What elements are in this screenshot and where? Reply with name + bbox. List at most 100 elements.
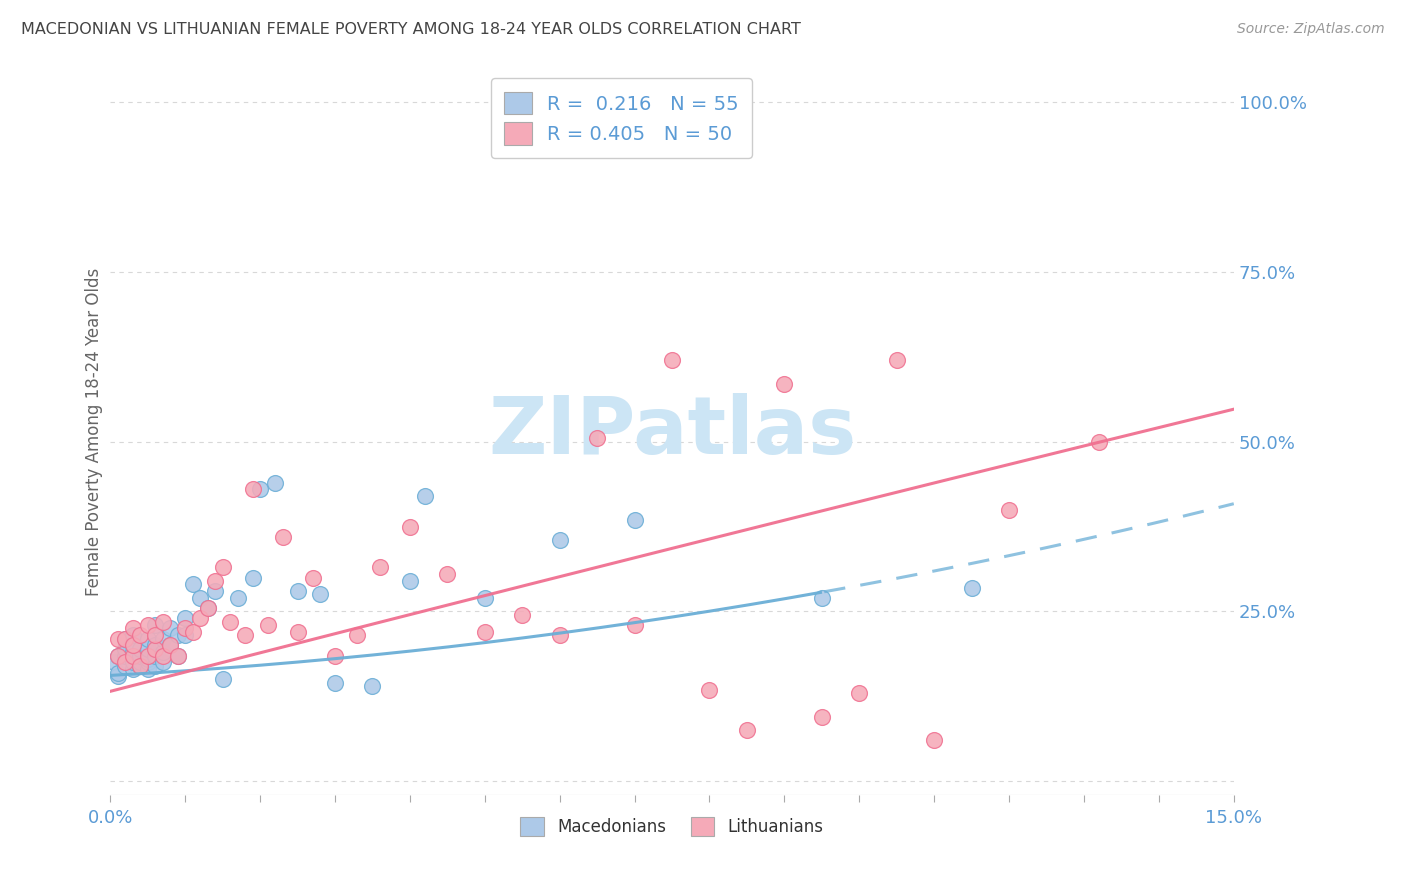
Point xyxy=(586,431,609,445)
Text: MACEDONIAN VS LITHUANIAN FEMALE POVERTY AMONG 18-24 YEAR OLDS CORRELATION CHART: MACEDONIAN VS LITHUANIAN FEMALE POVERTY … xyxy=(21,22,801,37)
Point xyxy=(661,353,683,368)
Point xyxy=(152,645,174,659)
Point xyxy=(233,628,256,642)
Point xyxy=(699,682,721,697)
Point xyxy=(136,648,159,663)
Point xyxy=(197,601,219,615)
Point xyxy=(121,662,143,676)
Point xyxy=(121,622,143,636)
Point xyxy=(922,733,945,747)
Point xyxy=(129,658,152,673)
Point xyxy=(623,513,645,527)
Point xyxy=(219,615,242,629)
Point xyxy=(323,648,346,663)
Point xyxy=(114,632,136,646)
Point xyxy=(152,632,174,646)
Point xyxy=(399,574,422,588)
Point xyxy=(249,483,271,497)
Point xyxy=(166,648,188,663)
Point xyxy=(323,675,346,690)
Point xyxy=(107,669,129,683)
Point xyxy=(114,641,136,656)
Point xyxy=(129,628,152,642)
Point xyxy=(242,483,264,497)
Point xyxy=(211,560,233,574)
Point xyxy=(152,648,174,663)
Point xyxy=(159,639,181,653)
Point xyxy=(121,656,143,670)
Point xyxy=(136,662,159,676)
Point xyxy=(107,632,129,646)
Point xyxy=(188,591,211,605)
Point xyxy=(166,648,188,663)
Point xyxy=(811,709,834,723)
Point xyxy=(159,622,181,636)
Point xyxy=(413,489,436,503)
Point xyxy=(136,641,159,656)
Point xyxy=(309,587,332,601)
Point xyxy=(264,475,287,490)
Point xyxy=(368,560,391,574)
Point xyxy=(197,601,219,615)
Point xyxy=(114,658,136,673)
Point xyxy=(287,624,309,639)
Point xyxy=(271,530,294,544)
Point xyxy=(204,574,226,588)
Point xyxy=(143,648,166,663)
Point xyxy=(107,648,129,663)
Point xyxy=(346,628,368,642)
Point xyxy=(256,618,278,632)
Point xyxy=(226,591,249,605)
Point xyxy=(114,632,136,646)
Point xyxy=(143,618,166,632)
Point xyxy=(121,628,143,642)
Point xyxy=(301,570,323,584)
Point xyxy=(103,656,125,670)
Point xyxy=(107,648,129,663)
Point xyxy=(211,673,233,687)
Point xyxy=(811,591,834,605)
Point xyxy=(166,628,188,642)
Point xyxy=(848,686,870,700)
Text: Source: ZipAtlas.com: Source: ZipAtlas.com xyxy=(1237,22,1385,37)
Point xyxy=(174,622,197,636)
Point xyxy=(136,656,159,670)
Point xyxy=(107,665,129,680)
Point xyxy=(399,519,422,533)
Point xyxy=(548,533,571,548)
Point xyxy=(143,641,166,656)
Text: ZIPatlas: ZIPatlas xyxy=(488,392,856,471)
Point xyxy=(287,584,309,599)
Point xyxy=(174,628,197,642)
Point xyxy=(181,624,204,639)
Point xyxy=(735,723,758,738)
Point xyxy=(204,584,226,599)
Point xyxy=(129,658,152,673)
Legend: Macedonians, Lithuanians: Macedonians, Lithuanians xyxy=(512,808,832,845)
Point xyxy=(121,639,143,653)
Point xyxy=(886,353,908,368)
Point xyxy=(143,628,166,642)
Point xyxy=(152,656,174,670)
Point xyxy=(242,570,264,584)
Point xyxy=(136,618,159,632)
Point xyxy=(143,639,166,653)
Point xyxy=(181,577,204,591)
Point xyxy=(623,618,645,632)
Point xyxy=(136,652,159,666)
Point xyxy=(436,567,458,582)
Point xyxy=(121,639,143,653)
Point xyxy=(114,656,136,670)
Point xyxy=(773,377,796,392)
Point xyxy=(121,645,143,659)
Point xyxy=(510,607,533,622)
Point xyxy=(129,656,152,670)
Y-axis label: Female Poverty Among 18-24 Year Olds: Female Poverty Among 18-24 Year Olds xyxy=(86,268,103,596)
Point xyxy=(474,624,496,639)
Point xyxy=(361,679,384,693)
Point xyxy=(960,581,983,595)
Point xyxy=(1088,434,1111,449)
Point xyxy=(159,639,181,653)
Point xyxy=(129,641,152,656)
Point xyxy=(152,615,174,629)
